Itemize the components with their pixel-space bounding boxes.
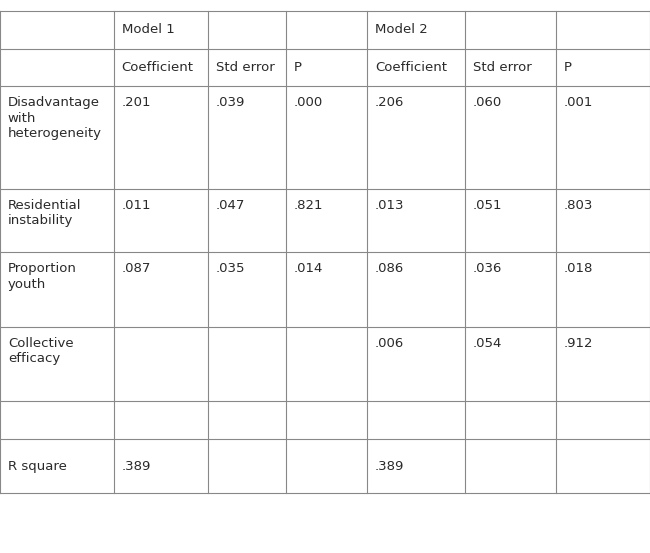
Text: .086: .086 bbox=[375, 262, 404, 275]
Text: .000: .000 bbox=[294, 96, 323, 109]
Text: .060: .060 bbox=[473, 96, 502, 109]
Text: R square: R square bbox=[8, 460, 67, 473]
Text: instability: instability bbox=[8, 214, 73, 227]
Text: Model 1: Model 1 bbox=[122, 23, 174, 36]
Text: .389: .389 bbox=[375, 460, 404, 473]
Text: .014: .014 bbox=[294, 262, 323, 275]
Text: Proportion: Proportion bbox=[8, 262, 77, 275]
Text: .013: .013 bbox=[375, 199, 404, 212]
Text: Std error: Std error bbox=[473, 61, 531, 74]
Text: .054: .054 bbox=[473, 337, 502, 350]
Text: .803: .803 bbox=[564, 199, 593, 212]
Text: with: with bbox=[8, 112, 36, 125]
Text: .018: .018 bbox=[564, 262, 593, 275]
Text: .001: .001 bbox=[564, 96, 593, 109]
Text: Model 2: Model 2 bbox=[375, 23, 428, 36]
Text: .006: .006 bbox=[375, 337, 404, 350]
Text: .036: .036 bbox=[473, 262, 502, 275]
Text: heterogeneity: heterogeneity bbox=[8, 127, 102, 140]
Text: Residential: Residential bbox=[8, 199, 81, 212]
Text: .039: .039 bbox=[216, 96, 245, 109]
Text: .821: .821 bbox=[294, 199, 323, 212]
Text: .206: .206 bbox=[375, 96, 404, 109]
Text: youth: youth bbox=[8, 278, 46, 291]
Text: .051: .051 bbox=[473, 199, 502, 212]
Text: .035: .035 bbox=[216, 262, 245, 275]
Text: efficacy: efficacy bbox=[8, 352, 60, 366]
Text: .047: .047 bbox=[216, 199, 245, 212]
Text: Std error: Std error bbox=[216, 61, 274, 74]
Text: P: P bbox=[294, 61, 302, 74]
Text: .912: .912 bbox=[564, 337, 593, 350]
Text: .087: .087 bbox=[122, 262, 151, 275]
Text: Coefficient: Coefficient bbox=[375, 61, 447, 74]
Text: .011: .011 bbox=[122, 199, 151, 212]
Text: .389: .389 bbox=[122, 460, 151, 473]
Text: Collective: Collective bbox=[8, 337, 73, 350]
Text: .201: .201 bbox=[122, 96, 151, 109]
Text: P: P bbox=[564, 61, 571, 74]
Text: Coefficient: Coefficient bbox=[122, 61, 194, 74]
Text: Disadvantage: Disadvantage bbox=[8, 96, 100, 109]
